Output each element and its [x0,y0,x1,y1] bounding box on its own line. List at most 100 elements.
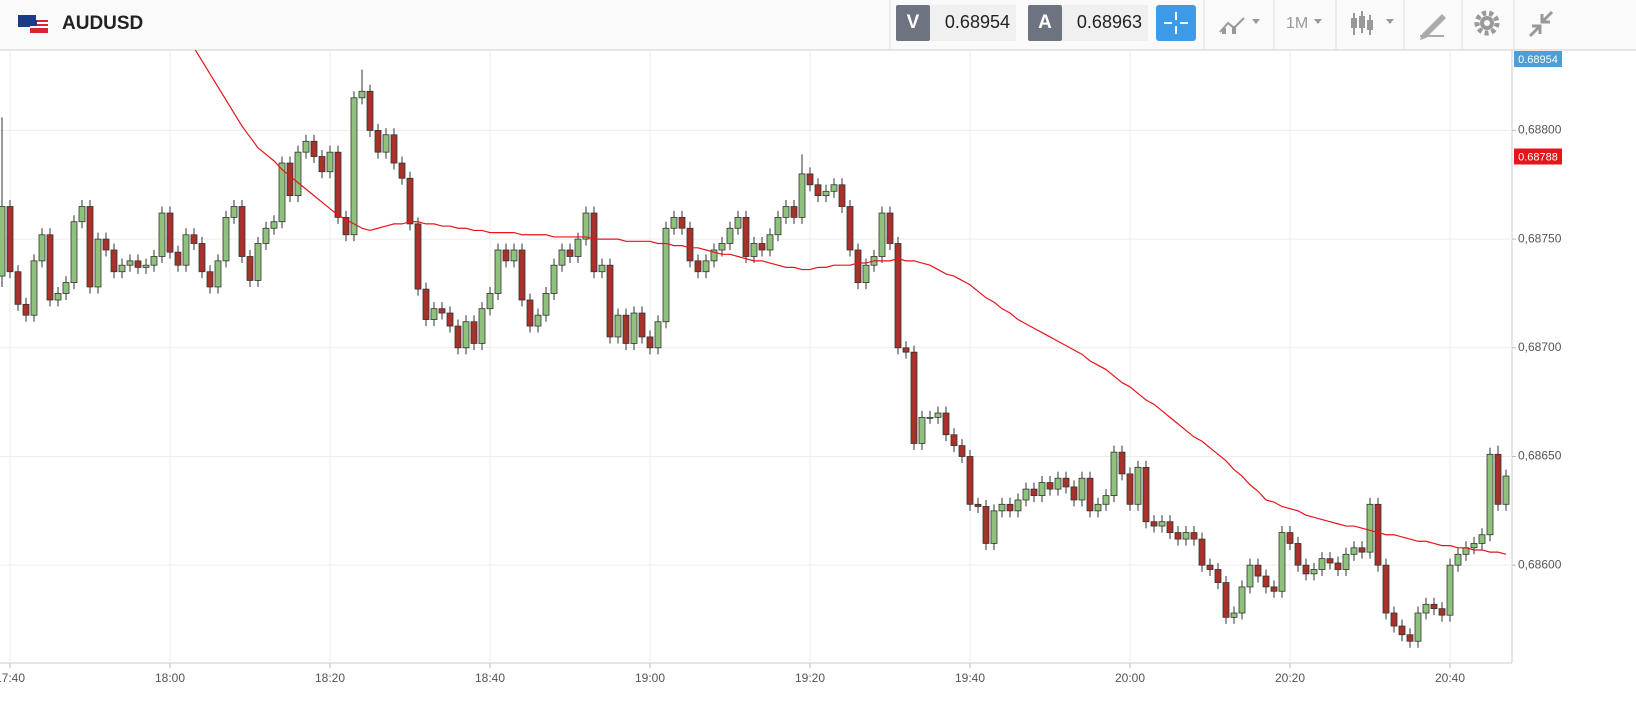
bid-box[interactable] [930,5,1016,41]
candle-body [470,321,478,344]
candle-body [1006,503,1014,512]
candle-body [518,249,526,301]
candle-body [230,206,238,218]
ask-price: 0.68963 [1077,12,1142,32]
candle-body [998,503,1006,512]
candle-body [782,206,790,218]
candle-body [150,256,158,266]
x-tick-label: 17:40 [0,671,25,685]
candle-body [790,206,798,218]
candle-body [774,216,782,236]
candle-body [302,140,310,153]
settings-button[interactable] [1474,10,1500,36]
x-tick-label: 20:20 [1275,671,1305,685]
timeframe[interactable]: 1M [1286,15,1308,32]
candle-body [1406,634,1414,642]
candle-body [30,260,38,316]
candle-body [262,227,270,244]
candle-body [1318,558,1326,570]
candle-body [694,260,702,273]
ask-badge[interactable] [1028,5,1062,41]
y-tick-label: 0,68650 [1518,449,1562,463]
crosshair-button[interactable] [1156,5,1196,41]
candle-body [862,264,870,283]
ask-box[interactable] [1062,5,1148,41]
candle-body [1142,466,1150,523]
collapse-button[interactable] [1528,10,1554,38]
x-tick-label: 19:40 [955,671,985,685]
candle-body [1430,603,1438,610]
candle-body [622,314,630,344]
candle-body [1070,486,1078,501]
candle-body [1038,482,1046,497]
candle-body [1366,503,1374,553]
candle-body [278,162,286,223]
candle-body [198,243,206,273]
candle-body [1222,582,1230,618]
candle-body [422,288,430,320]
candle-body [1374,503,1382,566]
x-tick-label: 19:20 [795,671,825,685]
candle-body [982,506,990,544]
candle-body [822,190,830,197]
candle-body [1150,521,1158,527]
candle-body [542,293,550,316]
candle-body [974,503,982,507]
candle-body [590,212,598,273]
candle-body [662,227,670,323]
candle-body [670,216,678,229]
candle-body [1446,564,1454,616]
candle-body [1014,499,1022,512]
candle-body [750,243,758,257]
candle-body [854,249,862,283]
candle-body [1422,603,1430,614]
candle-body [1102,495,1110,505]
candle-body [1046,482,1054,490]
candle-body [526,299,534,327]
timeframe-caret [1314,19,1322,24]
chart-type-button[interactable] [1351,11,1394,35]
price-badge [1514,148,1562,165]
candle-body [1350,547,1358,555]
bid-badge[interactable] [896,5,930,41]
indicator-button[interactable] [1219,17,1260,34]
candle-body [1470,543,1478,549]
candle-body [6,206,14,273]
candle-body [934,412,942,418]
candle-body [806,173,814,186]
candle-body [734,216,742,229]
candle-body [1174,532,1182,540]
candle-body [246,256,254,281]
candle-body [182,234,190,266]
candle-body [134,260,142,268]
candle-body [1206,564,1214,570]
candle-body [294,151,302,197]
candle-body [318,156,326,173]
candle-body [950,434,958,447]
x-tick-label: 20:40 [1435,671,1465,685]
candle-body [638,312,646,338]
candle-body [830,184,838,192]
candle-body [758,243,766,251]
candle-body [1030,488,1038,497]
drawing-button[interactable] [1420,14,1446,40]
candle-body [1302,564,1310,575]
candle-body [1438,608,1446,616]
candle-body [926,416,934,419]
candle-body [502,249,510,262]
candle-body [686,227,694,262]
candle-body [374,130,382,153]
price-badge [1514,51,1562,67]
candle-body [894,243,902,349]
candle-body [1478,534,1486,544]
candle-body [1486,453,1494,536]
candle-body [54,293,62,301]
candle-body [14,271,22,305]
y-tick-label: 0,68750 [1518,231,1562,245]
candle-body [86,206,94,288]
candle-body [46,234,54,301]
candle-body [334,151,342,218]
candle-body [38,234,46,262]
